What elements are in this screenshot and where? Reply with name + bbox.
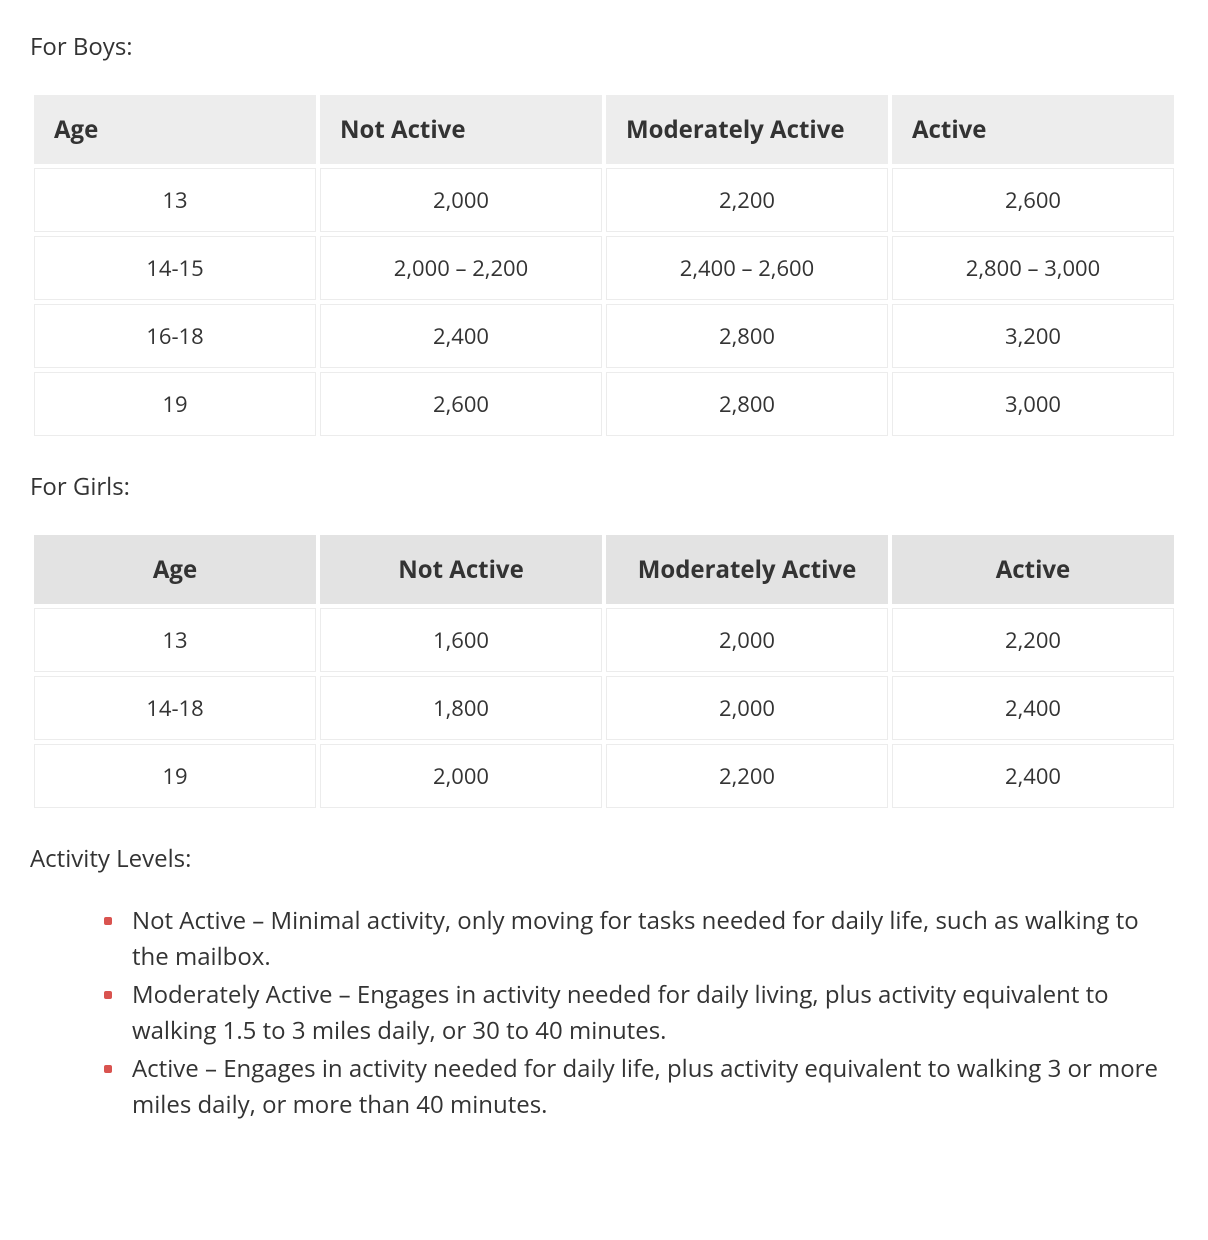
cell-moderately-active: 2,000: [606, 608, 888, 672]
cell-moderately-active: 2,200: [606, 744, 888, 808]
table-row: 16-18 2,400 2,800 3,200: [34, 304, 1174, 368]
cell-not-active: 2,000: [320, 744, 602, 808]
cell-age: 19: [34, 744, 316, 808]
cell-active: 2,600: [892, 168, 1174, 232]
cell-not-active: 2,600: [320, 372, 602, 436]
cell-age: 14-18: [34, 676, 316, 740]
cell-moderately-active: 2,400 – 2,600: [606, 236, 888, 300]
cell-not-active: 2,000 – 2,200: [320, 236, 602, 300]
col-active: Active: [892, 535, 1174, 604]
for-girls-label: For Girls:: [30, 470, 1178, 503]
table-header-row: Age Not Active Moderately Active Active: [34, 535, 1174, 604]
cell-not-active: 1,800: [320, 676, 602, 740]
table-row: 19 2,000 2,200 2,400: [34, 744, 1174, 808]
cell-active: 2,200: [892, 608, 1174, 672]
table-row: 14-15 2,000 – 2,200 2,400 – 2,600 2,800 …: [34, 236, 1174, 300]
col-not-active: Not Active: [320, 95, 602, 164]
cell-moderately-active: 2,200: [606, 168, 888, 232]
activity-levels-label: Activity Levels:: [30, 842, 1178, 875]
boys-calorie-table: Age Not Active Moderately Active Active …: [30, 91, 1178, 440]
cell-age: 14-15: [34, 236, 316, 300]
cell-active: 3,000: [892, 372, 1174, 436]
list-item: Moderately Active – Engages in activity …: [104, 977, 1178, 1049]
cell-active: 2,800 – 3,000: [892, 236, 1174, 300]
col-age: Age: [34, 95, 316, 164]
cell-age: 13: [34, 608, 316, 672]
col-active: Active: [892, 95, 1174, 164]
col-moderately-active: Moderately Active: [606, 535, 888, 604]
table-header-row: Age Not Active Moderately Active Active: [34, 95, 1174, 164]
cell-active: 3,200: [892, 304, 1174, 368]
col-not-active: Not Active: [320, 535, 602, 604]
table-row: 14-18 1,800 2,000 2,400: [34, 676, 1174, 740]
cell-age: 16-18: [34, 304, 316, 368]
col-moderately-active: Moderately Active: [606, 95, 888, 164]
cell-not-active: 1,600: [320, 608, 602, 672]
cell-active: 2,400: [892, 676, 1174, 740]
col-age: Age: [34, 535, 316, 604]
cell-moderately-active: 2,800: [606, 372, 888, 436]
cell-moderately-active: 2,000: [606, 676, 888, 740]
list-item: Active – Engages in activity needed for …: [104, 1051, 1178, 1123]
table-row: 13 1,600 2,000 2,200: [34, 608, 1174, 672]
table-row: 19 2,600 2,800 3,000: [34, 372, 1174, 436]
list-item: Not Active – Minimal activity, only movi…: [104, 903, 1178, 975]
girls-calorie-table: Age Not Active Moderately Active Active …: [30, 531, 1178, 812]
table-row: 13 2,000 2,200 2,600: [34, 168, 1174, 232]
for-boys-label: For Boys:: [30, 30, 1178, 63]
cell-not-active: 2,000: [320, 168, 602, 232]
activity-definitions-list: Not Active – Minimal activity, only movi…: [30, 903, 1178, 1123]
cell-active: 2,400: [892, 744, 1174, 808]
cell-age: 19: [34, 372, 316, 436]
cell-moderately-active: 2,800: [606, 304, 888, 368]
cell-not-active: 2,400: [320, 304, 602, 368]
cell-age: 13: [34, 168, 316, 232]
